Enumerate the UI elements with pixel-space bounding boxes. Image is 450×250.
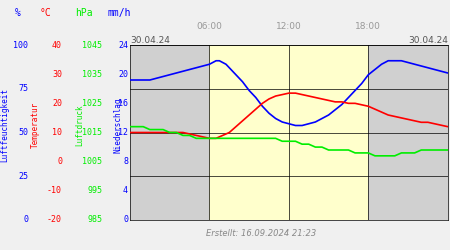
- Text: Niederschlag: Niederschlag: [113, 97, 122, 153]
- Text: 1025: 1025: [82, 99, 102, 108]
- Text: °C: °C: [40, 8, 52, 18]
- Text: -10: -10: [47, 186, 62, 195]
- Text: 8: 8: [123, 157, 128, 166]
- Text: 985: 985: [87, 216, 102, 224]
- Text: 0: 0: [123, 216, 128, 224]
- Text: Luftfeuchtigkeit: Luftfeuchtigkeit: [0, 88, 9, 162]
- Text: hPa: hPa: [75, 8, 93, 18]
- Text: -20: -20: [47, 216, 62, 224]
- Text: Luftdruck: Luftdruck: [76, 104, 85, 146]
- Text: 24: 24: [118, 40, 128, 50]
- Text: 0: 0: [23, 216, 28, 224]
- Text: 0: 0: [57, 157, 62, 166]
- Text: 10: 10: [52, 128, 62, 137]
- Text: 995: 995: [87, 186, 102, 195]
- Text: 1035: 1035: [82, 70, 102, 79]
- Text: 40: 40: [52, 40, 62, 50]
- Text: 25: 25: [18, 172, 28, 181]
- Bar: [368, 45, 448, 220]
- Text: 06:00: 06:00: [197, 22, 222, 31]
- Text: 4: 4: [123, 186, 128, 195]
- Text: 18:00: 18:00: [356, 22, 381, 31]
- Text: Temperatur: Temperatur: [31, 102, 40, 148]
- Text: 20: 20: [52, 99, 62, 108]
- Text: 12: 12: [118, 128, 128, 137]
- Text: 75: 75: [18, 84, 28, 93]
- Text: 1045: 1045: [82, 40, 102, 50]
- Text: 30.04.24: 30.04.24: [408, 36, 448, 45]
- Text: 30.04.24: 30.04.24: [130, 36, 170, 45]
- Text: 1015: 1015: [82, 128, 102, 137]
- Text: Erstellt: 16.09.2024 21:23: Erstellt: 16.09.2024 21:23: [206, 229, 316, 238]
- Text: %: %: [15, 8, 21, 18]
- Bar: [209, 45, 368, 220]
- Text: 16: 16: [118, 99, 128, 108]
- Text: 30: 30: [52, 70, 62, 79]
- Text: 1005: 1005: [82, 157, 102, 166]
- Text: 100: 100: [13, 40, 28, 50]
- Text: 20: 20: [118, 70, 128, 79]
- Text: 12:00: 12:00: [276, 22, 302, 31]
- Text: mm/h: mm/h: [107, 8, 130, 18]
- Bar: [130, 45, 209, 220]
- Text: 50: 50: [18, 128, 28, 137]
